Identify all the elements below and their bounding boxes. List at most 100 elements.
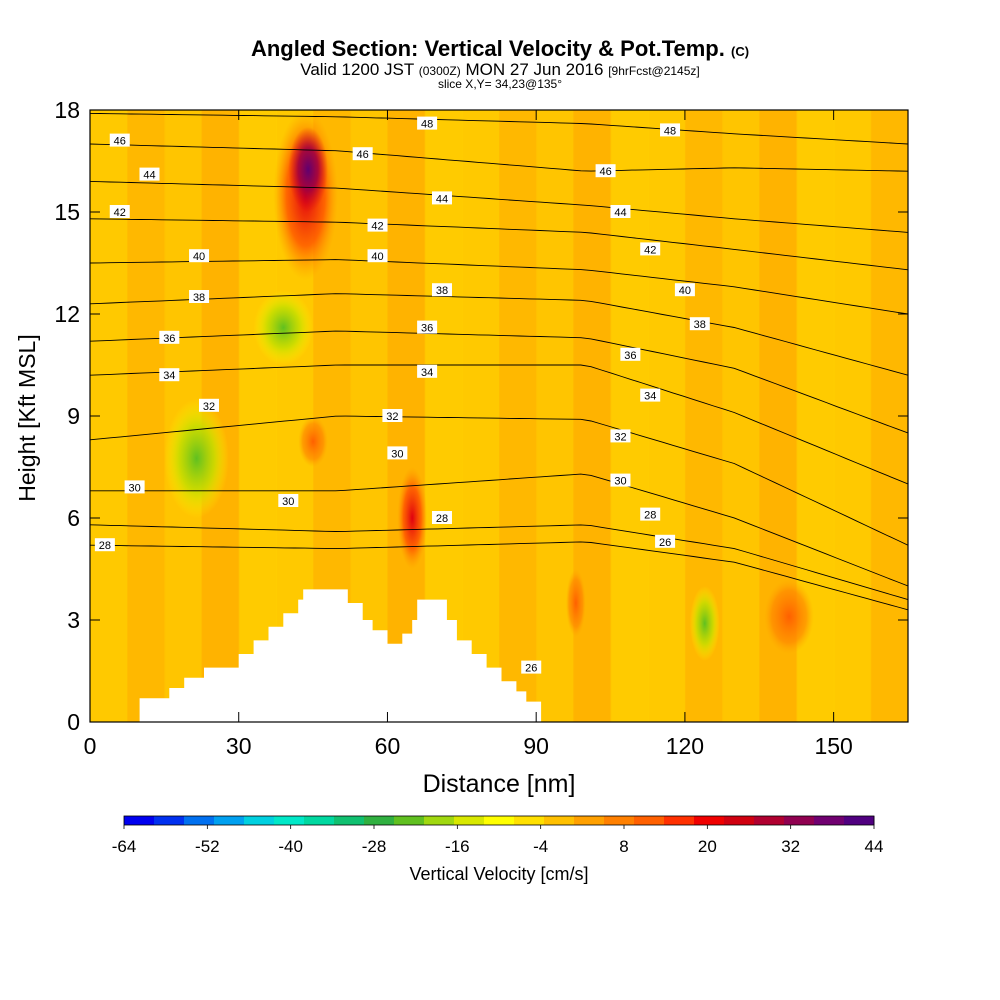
- colorbar-swatch: [484, 816, 515, 825]
- contour-label-bg: [521, 660, 542, 674]
- contour-label-text: 38: [694, 319, 706, 331]
- isentrope-lines: [90, 112, 908, 611]
- contour-label-text: 42: [644, 244, 656, 256]
- contour-label-text: 26: [525, 663, 537, 675]
- velocity-cell-extreme-updraft: [288, 127, 328, 212]
- contour-label-bg: [367, 218, 388, 232]
- contour-label-text: 34: [644, 391, 656, 403]
- contour-label: 30: [278, 494, 299, 508]
- contour-label-bg: [660, 123, 681, 137]
- contour-label-bg: [417, 364, 438, 378]
- contour-label: 42: [367, 218, 388, 233]
- isentrope-44: [90, 180, 908, 233]
- contour-label-bg: [595, 164, 616, 178]
- x-tick-label: 0: [84, 733, 97, 759]
- contour-label-text: 28: [436, 513, 448, 525]
- colorbar-swatch: [394, 816, 425, 825]
- x-axis: 0 30 60 90 120 150: [84, 110, 853, 759]
- contour-label: 46: [352, 147, 373, 161]
- contour-label-bg: [610, 429, 631, 443]
- contour-label: 44: [139, 167, 160, 182]
- contour-label-bg: [417, 320, 438, 334]
- colorbar-swatch: [214, 816, 245, 825]
- colorbar-tick-label: 32: [781, 837, 800, 856]
- colorbar-swatch: [244, 816, 275, 825]
- contour-label-bg: [139, 167, 160, 181]
- colorbar-swatch: [364, 816, 395, 825]
- x-tick-label: 120: [666, 733, 704, 759]
- contour-label-bg: [94, 538, 115, 552]
- contour-label-text: 40: [193, 251, 205, 263]
- contour-label: 48: [417, 116, 438, 131]
- colorbar-swatch: [754, 816, 785, 825]
- y-tick-label: 6: [67, 505, 80, 531]
- contour-label-bg: [352, 147, 373, 161]
- contour-label: 42: [640, 242, 661, 256]
- colorbar-swatch: [274, 816, 305, 825]
- contour-label: 28: [640, 507, 661, 522]
- y-tick-label: 18: [54, 97, 80, 123]
- velocity-band: [238, 110, 277, 722]
- colorbar-swatch: [334, 816, 365, 825]
- colorbar-swatch: [724, 816, 755, 825]
- title-mark: (C): [731, 44, 750, 59]
- y-axis-label: Height [Kft MSL]: [14, 334, 40, 501]
- x-tick-label: 60: [375, 733, 401, 759]
- contour-label: 46: [109, 133, 130, 148]
- contour-label-text: 46: [357, 149, 369, 161]
- colorbar-swatch: [844, 816, 875, 825]
- contour-labels: 46 44 42 40 38 36 34 32 30 28 48 46 44 42 40 38 36 34 32 30…: [94, 116, 710, 675]
- isentrope-32: [90, 415, 908, 546]
- contour-label: 38: [189, 290, 210, 304]
- contour-label: 30: [387, 446, 408, 460]
- contour-label-text: 32: [203, 401, 215, 413]
- contour-label: 44: [610, 205, 631, 219]
- contour-label-text: 34: [163, 370, 175, 382]
- colorbar: -64 -52 -40 -28 -16 -4 8 20 32 44: [112, 815, 883, 856]
- contour-label-text: 44: [614, 207, 626, 219]
- velocity-band: [647, 110, 686, 722]
- y-tick-label: 15: [54, 199, 80, 225]
- contour-label-text: 38: [436, 285, 448, 297]
- contour-label-text: 32: [614, 431, 626, 443]
- contour-label-bg: [610, 473, 631, 487]
- contour-label-bg: [431, 511, 452, 524]
- colorbar-tick-label: -4: [533, 837, 548, 856]
- contour-label-bg: [640, 507, 661, 521]
- colorbar-tick-label: 8: [619, 837, 628, 856]
- contour-label-text: 28: [644, 510, 656, 522]
- contour-label: 48: [660, 123, 681, 137]
- colorbar-swatch: [784, 816, 815, 825]
- contour-label-bg: [189, 290, 210, 303]
- colorbar-tick-label: -52: [195, 837, 220, 856]
- isentrope-42: [90, 218, 908, 271]
- contour-label-text: 36: [624, 350, 636, 362]
- contour-label-bg: [367, 249, 388, 263]
- isentrope-26: [90, 541, 908, 611]
- contour-label: 32: [382, 409, 403, 423]
- x-tick-label: 150: [814, 733, 852, 759]
- contour-label: 36: [417, 320, 438, 335]
- velocity-cells: [164, 110, 814, 661]
- velocity-cell-moderate-downdraft: [164, 399, 229, 518]
- contour-label-bg: [431, 283, 452, 297]
- isentrope-48: [90, 112, 908, 145]
- contour-label-bg: [620, 347, 641, 361]
- colorbar-swatch: [454, 816, 485, 825]
- velocity-cell-moderate-downdraft: [253, 290, 314, 365]
- contour-label: 34: [417, 364, 438, 379]
- velocity-band: [833, 110, 872, 722]
- contour-label: 30: [124, 480, 145, 494]
- colorbar-label: Vertical Velocity [cm/s]: [409, 864, 588, 884]
- contour-label: 26: [655, 534, 676, 549]
- contour-label: 28: [94, 538, 115, 552]
- x-tick-label: 30: [226, 733, 252, 759]
- y-tick-label: 9: [67, 403, 80, 429]
- contour-label-bg: [189, 249, 210, 263]
- colorbar-swatch: [664, 816, 695, 825]
- contour-label-text: 42: [114, 207, 126, 219]
- velocity-band: [127, 110, 166, 722]
- isentrope-36: [90, 330, 908, 434]
- contour-label-text: 30: [614, 476, 626, 488]
- contour-label-text: 40: [679, 285, 691, 297]
